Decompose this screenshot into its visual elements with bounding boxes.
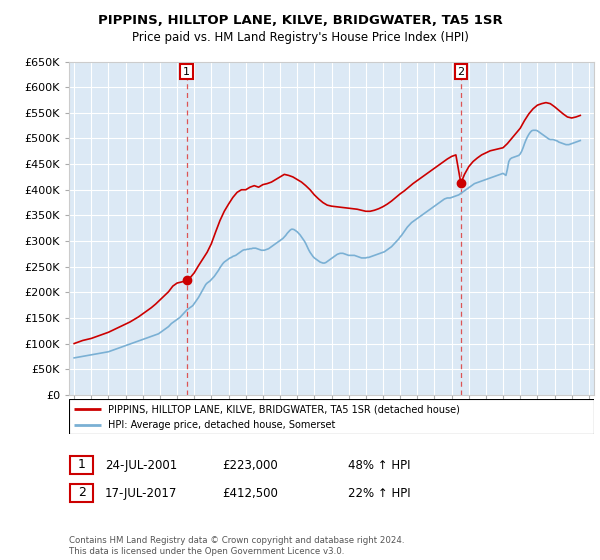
FancyBboxPatch shape: [70, 456, 93, 474]
Text: 24-JUL-2001: 24-JUL-2001: [105, 459, 177, 473]
Text: £223,000: £223,000: [222, 459, 278, 473]
Text: HPI: Average price, detached house, Somerset: HPI: Average price, detached house, Some…: [109, 421, 336, 430]
Text: Price paid vs. HM Land Registry's House Price Index (HPI): Price paid vs. HM Land Registry's House …: [131, 31, 469, 44]
Text: £412,500: £412,500: [222, 487, 278, 501]
Text: PIPPINS, HILLTOP LANE, KILVE, BRIDGWATER, TA5 1SR (detached house): PIPPINS, HILLTOP LANE, KILVE, BRIDGWATER…: [109, 404, 460, 414]
Text: Contains HM Land Registry data © Crown copyright and database right 2024.
This d: Contains HM Land Registry data © Crown c…: [69, 536, 404, 556]
Text: 1: 1: [77, 458, 86, 472]
Text: 1: 1: [183, 67, 190, 77]
Text: 17-JUL-2017: 17-JUL-2017: [105, 487, 178, 501]
Text: 48% ↑ HPI: 48% ↑ HPI: [348, 459, 410, 473]
Text: 2: 2: [457, 67, 464, 77]
Text: 2: 2: [77, 486, 86, 500]
FancyBboxPatch shape: [70, 484, 93, 502]
Text: PIPPINS, HILLTOP LANE, KILVE, BRIDGWATER, TA5 1SR: PIPPINS, HILLTOP LANE, KILVE, BRIDGWATER…: [98, 14, 502, 27]
Text: 22% ↑ HPI: 22% ↑ HPI: [348, 487, 410, 501]
